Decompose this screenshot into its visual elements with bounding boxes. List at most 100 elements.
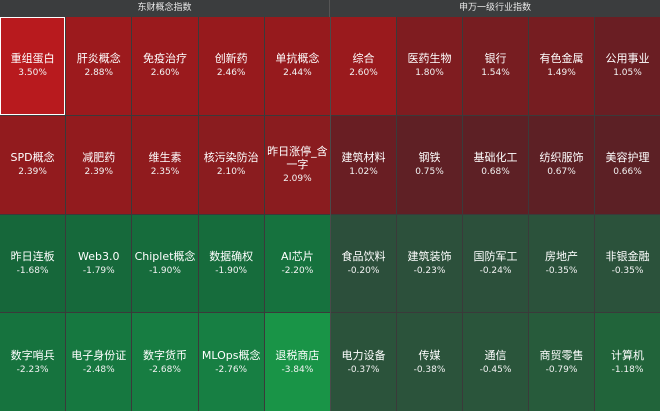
heatmap-tile[interactable]: MLOps概念 -2.76% <box>198 313 264 411</box>
tile-change: 0.68% <box>481 167 510 178</box>
tile-name: 建筑装饰 <box>407 249 452 263</box>
heatmap-tile[interactable]: Web3.0 -1.79% <box>66 214 132 313</box>
tile-name: 美容护理 <box>605 151 650 165</box>
tile-change: 1.05% <box>613 68 642 79</box>
heatmap-tile[interactable]: 数据确权 -1.90% <box>198 214 264 313</box>
tile-name: 昨日连板 <box>10 249 55 263</box>
tile-name: 单抗概念 <box>275 52 320 66</box>
heatmap-tile[interactable]: 有色金属 1.49% <box>529 17 594 115</box>
heatmap-tile[interactable]: 商贸零售 -0.79% <box>529 313 594 411</box>
heatmap-tile[interactable]: 昨日涨停_含一字 2.09% <box>264 115 330 214</box>
heatmap-tile[interactable]: 电力设备 -0.37% <box>331 313 396 411</box>
tile-change: 1.02% <box>349 167 378 178</box>
tile-name: 核污染防治 <box>203 151 259 165</box>
heatmap-tile[interactable]: 美容护理 0.66% <box>595 115 660 214</box>
tile-name: 电子身份证 <box>71 348 127 362</box>
tile-name: 创新药 <box>214 52 248 66</box>
tile-change: 2.10% <box>216 167 246 178</box>
tile-change: 2.60% <box>349 68 378 79</box>
tile-change: -1.90% <box>215 265 248 276</box>
heatmap-tile[interactable]: 电子身份证 -2.48% <box>66 313 132 411</box>
tile-name: 重组蛋白 <box>10 52 55 66</box>
heatmap-tile[interactable]: 数字货币 -2.68% <box>132 313 198 411</box>
heatmap-tile[interactable]: 银行 1.54% <box>463 17 528 115</box>
tile-change: -2.76% <box>215 364 248 375</box>
tile-name: 数字哨兵 <box>10 348 55 362</box>
tile-name: 综合 <box>352 52 375 66</box>
tile-name: 数字货币 <box>142 348 187 362</box>
tile-name: 银行 <box>484 52 507 66</box>
industry-index-heatmap: 综合 2.60% 医药生物 1.80% 银行 1.54% 有色金属 1.49% 公用事业… <box>330 17 660 411</box>
heatmap-tile[interactable]: AI芯片 -2.20% <box>264 214 330 313</box>
tile-change: -1.90% <box>149 265 181 276</box>
heatmap-tile[interactable]: 肝炎概念 2.88% <box>66 17 132 115</box>
tile-change: -1.68% <box>16 265 49 276</box>
heatmap-tile[interactable]: 通信 -0.45% <box>463 313 528 411</box>
tile-change: -0.23% <box>413 265 446 276</box>
heatmap-tile[interactable]: 计算机 -1.18% <box>595 313 660 411</box>
tile-change: 2.60% <box>150 68 180 79</box>
heatmap-tile[interactable]: 食品饮料 -0.20% <box>331 214 396 313</box>
tile-name: 国防军工 <box>473 249 518 263</box>
tile-change: 1.80% <box>415 68 444 79</box>
heatmap-tile[interactable]: 维生素 2.35% <box>132 115 198 214</box>
heatmap-tile[interactable]: 非银金融 -0.35% <box>595 214 660 313</box>
tile-change: -2.48% <box>82 364 115 375</box>
concept-index-heatmap: 重组蛋白 3.50% 肝炎概念 2.88% 免疫治疗 2.60% 创新药 2.46% 单… <box>0 17 330 411</box>
tile-name: 房地产 <box>545 249 578 263</box>
tile-change: -0.79% <box>545 364 578 375</box>
heatmap-tile[interactable]: 钢铁 0.75% <box>397 115 462 214</box>
concept-index-header: 东财概念指数 <box>0 0 330 17</box>
heatmap-tile[interactable]: 国防军工 -0.24% <box>463 214 528 313</box>
tile-change: -1.18% <box>611 364 644 375</box>
heatmap-tile[interactable]: 核污染防治 2.10% <box>198 115 264 214</box>
heatmap-tile[interactable]: 综合 2.60% <box>331 17 396 115</box>
tile-name: 免疫治疗 <box>142 52 187 66</box>
heatmap-tile[interactable]: 退税商店 -3.84% <box>264 313 330 411</box>
heatmap-tile[interactable]: 房地产 -0.35% <box>529 214 594 313</box>
heatmap-tile[interactable]: 公用事业 1.05% <box>595 17 660 115</box>
tile-name: 电力设备 <box>341 348 386 362</box>
tile-change: -2.20% <box>281 265 314 276</box>
tile-change: -0.35% <box>611 265 644 276</box>
tile-change: -0.20% <box>347 265 380 276</box>
heatmap-tile[interactable]: 单抗概念 2.44% <box>264 17 330 115</box>
tile-change: 0.67% <box>547 167 576 178</box>
tile-name: SPD概念 <box>10 151 55 165</box>
tile-name: 有色金属 <box>539 52 584 66</box>
tile-name: 计算机 <box>611 348 644 362</box>
tile-change: -2.68% <box>149 364 181 375</box>
heatmap-tile[interactable]: 基础化工 0.68% <box>463 115 528 214</box>
heatmap-tile[interactable]: 医药生物 1.80% <box>397 17 462 115</box>
tile-name: Chiplet概念 <box>134 249 196 263</box>
heatmap-tile[interactable]: 创新药 2.46% <box>198 17 264 115</box>
heatmap-tile[interactable]: Chiplet概念 -1.90% <box>132 214 198 313</box>
tile-change: -1.79% <box>82 265 115 276</box>
tile-name: 肝炎概念 <box>76 52 121 66</box>
tile-name: MLOps概念 <box>201 348 261 362</box>
tile-name: AI芯片 <box>281 249 314 263</box>
heatmap-tile[interactable]: 传媒 -0.38% <box>397 313 462 411</box>
heatmap-tile[interactable]: SPD概念 2.39% <box>0 115 66 214</box>
tile-name: 商贸零售 <box>539 348 584 362</box>
tile-name: 公用事业 <box>605 52 650 66</box>
heatmap-tile[interactable]: 纺织服饰 0.67% <box>529 115 594 214</box>
tile-name: 纺织服饰 <box>539 151 584 165</box>
heatmap-tile[interactable]: 免疫治疗 2.60% <box>132 17 198 115</box>
heatmap-tile[interactable]: 昨日连板 -1.68% <box>0 214 66 313</box>
tile-name: 减肥药 <box>82 151 116 165</box>
heatmap-tile[interactable]: 减肥药 2.39% <box>66 115 132 214</box>
tile-change: -2.23% <box>16 364 49 375</box>
heatmap-tile[interactable]: 数字哨兵 -2.23% <box>0 313 66 411</box>
tile-change: 1.54% <box>481 68 510 79</box>
tile-change: 2.09% <box>283 173 312 184</box>
industry-index-header: 申万一级行业指数 <box>330 0 660 17</box>
heatmap-tile[interactable]: 建筑装饰 -0.23% <box>397 214 462 313</box>
heatmap-tile[interactable]: 重组蛋白 3.50% <box>0 17 66 115</box>
tile-name: 非银金融 <box>605 249 650 263</box>
heatmap-tile[interactable]: 建筑材料 1.02% <box>331 115 396 214</box>
tile-name: 医药生物 <box>407 52 452 66</box>
tile-change: -3.84% <box>281 364 314 375</box>
tile-name: 数据确权 <box>209 249 254 263</box>
